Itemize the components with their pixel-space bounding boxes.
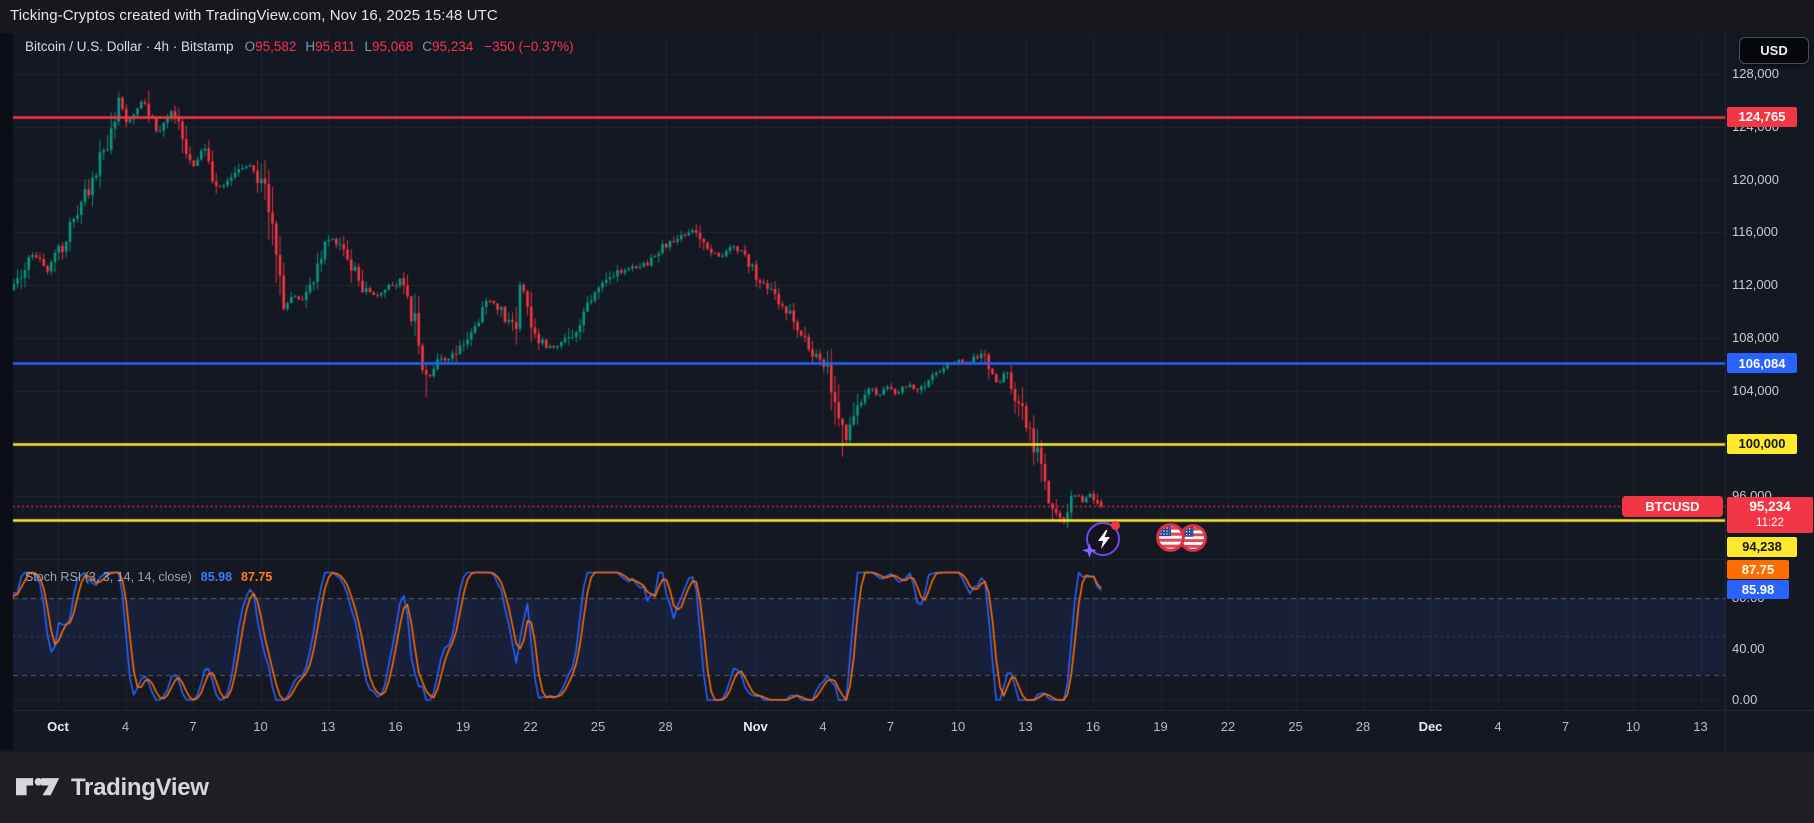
time-axis-tick: 25 xyxy=(1288,719,1303,734)
time-axis-tick: 4 xyxy=(121,719,130,734)
level-label-level-106084[interactable]: 106,084 xyxy=(1727,353,1797,374)
price-axis-tick: 116,000 xyxy=(1732,224,1779,240)
tradingview-brand-text: TradingView xyxy=(71,773,209,801)
low-label: L xyxy=(364,39,372,54)
price-axis-tick: 128,000 xyxy=(1732,66,1779,82)
stoch-rsi-k-value: 85.98 xyxy=(200,570,233,584)
time-axis-tick: 13 xyxy=(1018,719,1033,734)
open-label: O xyxy=(244,39,256,54)
price-axis-tick: 108,000 xyxy=(1732,329,1779,345)
time-axis-tick: Nov xyxy=(743,719,768,734)
time-axis-tick: Dec xyxy=(1418,719,1443,734)
time-axis-tick: 28 xyxy=(658,719,673,734)
time-axis-tick: 13 xyxy=(1693,719,1708,734)
rsi-axis-tick: 0.00 xyxy=(1732,692,1758,707)
time-axis-tick: 10 xyxy=(950,719,966,734)
stoch-rsi-d-value: 87.75 xyxy=(241,570,273,584)
time-axis-tick: 13 xyxy=(320,719,336,734)
price-axis-tick: 112,000 xyxy=(1732,277,1779,293)
tradingview-logo-mark xyxy=(16,778,60,796)
level-label-support-94238[interactable]: 94,238 xyxy=(1727,536,1797,557)
time-axis-tick: 10 xyxy=(1625,719,1641,734)
economic-event-us-flag-icon[interactable] xyxy=(1156,523,1185,557)
time-axis-tick: 19 xyxy=(455,719,471,734)
stoch-rsi-k-axis-label: 85.98 xyxy=(1727,580,1789,599)
symbol-legend: Bitcoin / U.S. Dollar · 4h · Bitstamp O9… xyxy=(25,39,574,54)
sparkle-star-icon xyxy=(1082,543,1097,558)
high-value: 95,811 xyxy=(315,39,356,54)
price-change: −350 (−0.37%) xyxy=(484,39,574,54)
rsi-axis-tick: 40.00 xyxy=(1732,641,1765,656)
time-axis-tick: 10 xyxy=(253,719,268,734)
symbol-title[interactable]: Bitcoin / U.S. Dollar · 4h · Bitstamp xyxy=(25,39,234,54)
symbol-price-tag: BTCUSD xyxy=(1622,496,1723,517)
time-axis-tick: 7 xyxy=(886,719,895,734)
time-axis-tick: 22 xyxy=(1220,719,1236,734)
currency-toggle-button[interactable]: USD xyxy=(1739,37,1809,64)
time-axis-tick: 4 xyxy=(1494,719,1502,734)
stoch-rsi-legend: Stoch RSI (3, 3, 14, 14, close) 85.98 87… xyxy=(25,570,272,584)
high-label: H xyxy=(305,39,316,54)
time-axis-tick: 19 xyxy=(1153,719,1168,734)
time-axis-tick: 7 xyxy=(189,719,197,734)
time-axis-tick: 4 xyxy=(819,719,827,734)
close-value: 95,234 xyxy=(432,39,474,54)
close-label: C xyxy=(422,39,432,54)
footer-bar: TradingView xyxy=(0,752,1814,823)
time-axis-tick: 16 xyxy=(1085,719,1101,734)
title-text: Ticking-Cryptos created with TradingView… xyxy=(10,7,498,24)
last-price-time: 11:22 xyxy=(1756,517,1784,530)
title-bar: Ticking-Cryptos created with TradingView… xyxy=(0,0,1814,33)
time-axis-tick: 7 xyxy=(1561,719,1570,734)
level-label-psych-100000[interactable]: 100,000 xyxy=(1727,433,1797,454)
last-price-value: 95,234 xyxy=(1749,499,1791,515)
price-axis-tick: 120,000 xyxy=(1732,171,1779,187)
time-axis-tick: 25 xyxy=(590,719,606,734)
time-axis-tick: 16 xyxy=(388,719,403,734)
ohlc-values: O95,582 H95,811 L95,068 C95,234 xyxy=(245,39,474,54)
last-price-label: 95,234 11:22 xyxy=(1727,497,1813,533)
time-axis-tick: Oct xyxy=(47,719,69,734)
stoch-rsi-d-axis-label: 87.75 xyxy=(1727,560,1789,579)
red-dot-icon xyxy=(1111,521,1120,530)
time-axis-tick: 22 xyxy=(523,719,538,734)
time-axis-tick: 28 xyxy=(1355,719,1371,734)
stoch-rsi-title[interactable]: Stoch RSI (3, 3, 14, 14, close) xyxy=(25,570,192,584)
tradingview-logo[interactable]: TradingView xyxy=(16,774,209,802)
level-label-resistance-124765[interactable]: 124,765 xyxy=(1727,106,1797,127)
low-value: 95,068 xyxy=(371,39,414,54)
price-axis-tick: 104,000 xyxy=(1732,382,1779,398)
signal-spark-icon[interactable] xyxy=(1082,521,1120,558)
open-value: 95,582 xyxy=(255,39,297,54)
lightning-bolt-icon xyxy=(1098,530,1110,549)
